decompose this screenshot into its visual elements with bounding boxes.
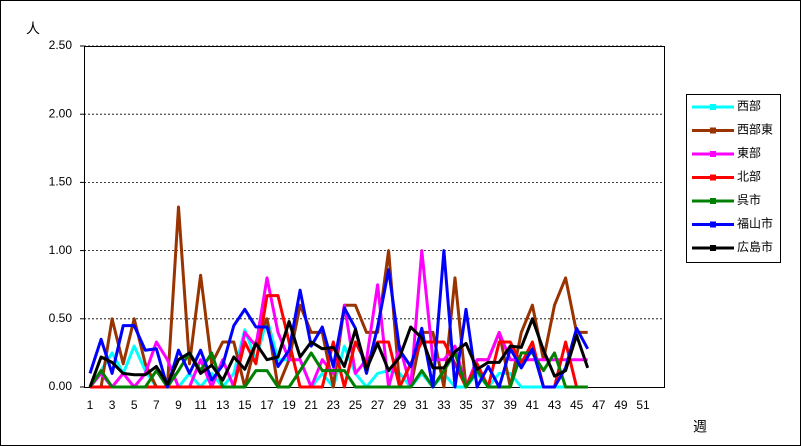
x-tick-label: 31 bbox=[415, 398, 429, 412]
x-tick-label: 27 bbox=[371, 398, 385, 412]
x-tick-label: 23 bbox=[327, 398, 341, 412]
x-tick-label: 21 bbox=[305, 398, 319, 412]
y-tick-label: 2.00 bbox=[49, 106, 73, 120]
x-tick-label: 41 bbox=[526, 398, 540, 412]
legend-marker bbox=[710, 104, 716, 110]
x-axis-label: 週 bbox=[693, 419, 707, 435]
legend-label: 広島市 bbox=[737, 239, 773, 254]
x-tick-label: 5 bbox=[131, 398, 138, 412]
x-tick-label: 47 bbox=[592, 398, 606, 412]
series-line bbox=[88, 351, 588, 389]
legend-marker bbox=[710, 245, 716, 251]
series-line bbox=[90, 294, 588, 389]
y-tick-label: 1.50 bbox=[49, 175, 73, 189]
series-line bbox=[88, 317, 590, 388]
legend-label: 福山市 bbox=[737, 216, 773, 231]
legend-marker bbox=[710, 151, 716, 157]
x-tick-label: 15 bbox=[238, 398, 252, 412]
x-tick-label: 45 bbox=[570, 398, 584, 412]
legend-label: 北部 bbox=[737, 169, 761, 184]
x-tick-label: 17 bbox=[260, 398, 274, 412]
plot-area bbox=[84, 46, 665, 388]
legend-marker bbox=[710, 198, 716, 204]
x-tick-label: 25 bbox=[349, 398, 363, 412]
y-tick-label: 2.50 bbox=[49, 38, 73, 52]
x-tick-label: 13 bbox=[216, 398, 230, 412]
x-tick-label: 51 bbox=[636, 398, 650, 412]
legend-marker bbox=[710, 174, 716, 181]
y-axis-label: 人 bbox=[26, 21, 40, 37]
y-tick-label: 1.00 bbox=[49, 243, 73, 257]
x-tick-label: 33 bbox=[437, 398, 451, 412]
x-tick-label: 1 bbox=[87, 398, 94, 412]
legend-label: 西部東 bbox=[737, 122, 773, 137]
x-tick-label: 43 bbox=[548, 398, 562, 412]
y-tick-label: 0.00 bbox=[49, 379, 73, 393]
x-tick-label: 37 bbox=[481, 398, 495, 412]
legend-marker bbox=[710, 221, 716, 228]
x-tick-label: 11 bbox=[194, 398, 207, 412]
x-tick-label: 19 bbox=[282, 398, 296, 412]
legend-label: 東部 bbox=[737, 145, 761, 160]
x-tick-label: 3 bbox=[109, 398, 116, 412]
x-tick-label: 35 bbox=[459, 398, 473, 412]
x-tick-label: 9 bbox=[175, 398, 182, 412]
legend-marker bbox=[710, 127, 716, 134]
y-tick-label: 0.50 bbox=[49, 311, 73, 325]
x-tick-label: 7 bbox=[153, 398, 160, 412]
legend-label: 西部 bbox=[737, 98, 761, 113]
legend-label: 呉市 bbox=[737, 192, 761, 207]
x-tick-label: 49 bbox=[614, 398, 628, 412]
x-tick-label: 39 bbox=[504, 398, 518, 412]
x-tick-label: 29 bbox=[393, 398, 407, 412]
